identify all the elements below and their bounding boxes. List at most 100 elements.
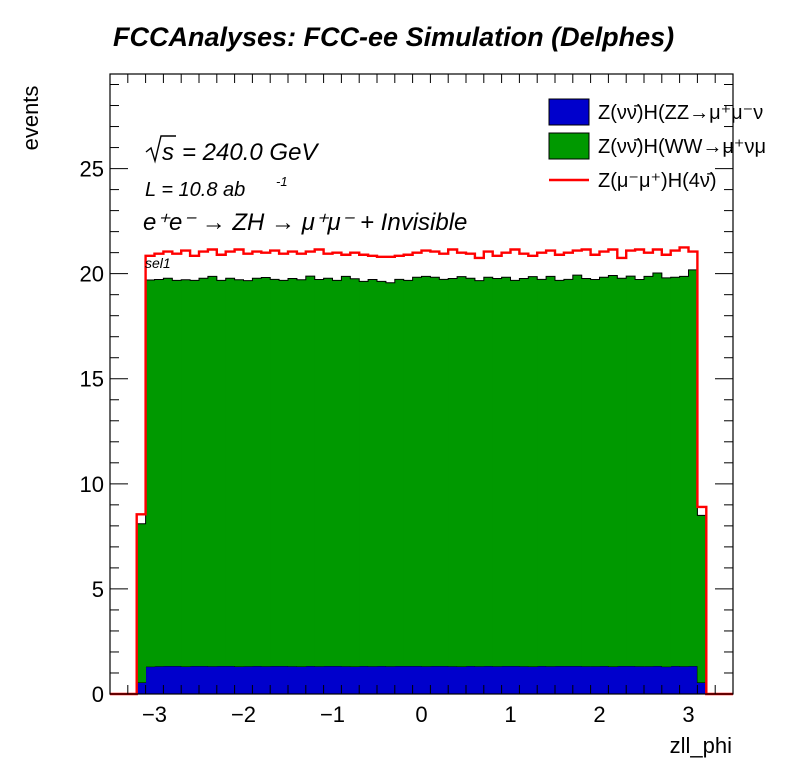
bar — [377, 281, 387, 667]
bar — [145, 279, 155, 667]
bar — [403, 280, 413, 667]
bar — [190, 666, 200, 694]
bar — [154, 279, 164, 667]
bar — [474, 280, 485, 667]
bar — [243, 280, 253, 667]
bar — [288, 278, 298, 667]
bar — [288, 666, 298, 694]
bar — [421, 666, 431, 694]
legend-swatch — [548, 98, 590, 126]
bar — [243, 666, 253, 694]
bar — [617, 666, 627, 694]
bar — [572, 275, 583, 667]
bar — [528, 276, 538, 667]
ticks-layer — [109, 74, 734, 695]
bar — [261, 666, 271, 694]
bar — [670, 666, 680, 694]
legend-label: Z(νν̄)H(ZZ→μ⁺μ⁻ν — [598, 102, 763, 124]
bar — [199, 666, 209, 694]
bar — [314, 666, 324, 694]
bar — [207, 666, 218, 694]
bar — [670, 277, 680, 667]
bar — [359, 281, 369, 667]
bar — [626, 276, 636, 667]
bar — [181, 279, 191, 667]
bar — [252, 666, 262, 694]
bar — [652, 666, 663, 694]
selection-label: sel1 — [145, 255, 171, 271]
bar — [661, 277, 672, 667]
plot-frame — [109, 73, 734, 695]
sqrt-s-annotation: s = 240.0 GeV — [145, 135, 319, 166]
sqrt-s-letter: s — [162, 139, 174, 166]
bar — [136, 682, 146, 694]
bar — [199, 278, 209, 667]
bar — [448, 278, 458, 667]
bar — [136, 523, 146, 683]
bar — [688, 269, 698, 667]
bar — [377, 666, 387, 694]
x-tick-label: 1 — [504, 702, 516, 727]
bar — [644, 666, 654, 694]
bar — [652, 273, 663, 667]
bar — [296, 666, 307, 694]
bar — [305, 276, 316, 667]
bar — [350, 278, 360, 667]
bar — [394, 279, 405, 667]
bar — [234, 279, 244, 667]
bar — [599, 666, 609, 694]
bar — [296, 279, 307, 667]
bar — [581, 666, 591, 694]
bar — [181, 666, 191, 694]
bar — [688, 666, 698, 694]
x-tick-label: −1 — [320, 702, 345, 727]
bar — [323, 278, 333, 667]
bar — [483, 277, 494, 667]
bar — [608, 666, 618, 694]
bar — [163, 666, 173, 694]
bar — [368, 666, 378, 694]
bar — [697, 515, 707, 683]
lumi-text: L = 10.8 ab — [145, 179, 245, 201]
bar — [635, 666, 645, 694]
lines-layer — [110, 246, 733, 696]
bar — [457, 666, 467, 694]
bar — [385, 666, 396, 694]
bar — [448, 666, 458, 694]
bar — [225, 666, 235, 694]
bar — [528, 666, 538, 694]
bar — [385, 282, 396, 667]
bar — [216, 666, 227, 694]
bar — [430, 666, 440, 694]
bar — [234, 666, 244, 694]
series-line — [110, 246, 733, 696]
bar — [332, 280, 342, 667]
bar — [252, 278, 262, 667]
bar — [368, 279, 378, 667]
bar — [599, 277, 609, 667]
bar — [466, 666, 476, 694]
y-axis-label: events — [18, 86, 43, 151]
bar — [412, 666, 422, 694]
bar — [501, 277, 511, 667]
y-tick-label: 5 — [92, 577, 104, 602]
bar — [163, 278, 173, 667]
bar — [644, 276, 654, 667]
bar — [626, 666, 636, 694]
bar — [323, 666, 333, 694]
bar — [145, 666, 155, 694]
process-annotation: e⁺e⁻ → ZH → μ⁺μ⁻ + Invisible — [143, 209, 467, 236]
bar — [537, 666, 547, 694]
chart-title: FCCAnalyses: FCC-ee Simulation (Delphes) — [113, 22, 674, 52]
bar — [590, 666, 600, 694]
bar — [492, 666, 502, 694]
bar — [207, 276, 218, 667]
bar — [519, 278, 529, 667]
x-tick-label: 2 — [593, 702, 605, 727]
bar — [581, 278, 591, 667]
bar — [617, 278, 627, 667]
bar — [510, 666, 520, 694]
bar — [679, 666, 689, 694]
bar — [519, 666, 529, 694]
